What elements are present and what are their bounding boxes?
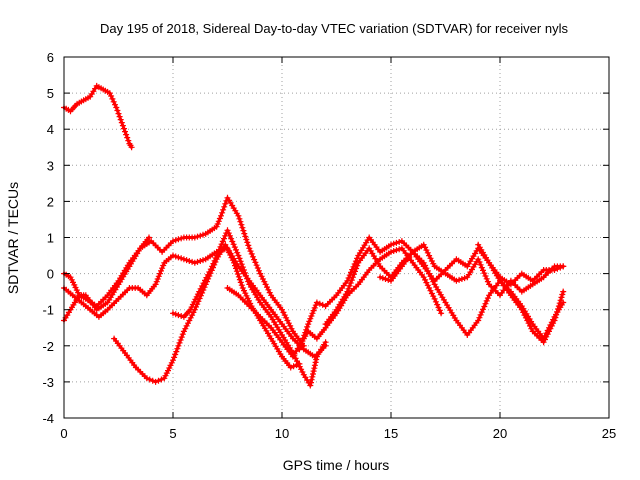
y-axis-label: SDTVAR / TECUs: [5, 182, 21, 294]
series-line: [112, 243, 301, 384]
series-arc-11: [475, 241, 567, 346]
y-tick-label: -1: [42, 303, 54, 318]
plus-markers: [322, 241, 567, 328]
chart-title: Day 195 of 2018, Sidereal Day-to-day VTE…: [100, 21, 568, 36]
x-tick-label: 0: [60, 426, 67, 441]
x-tick-label: 10: [275, 426, 289, 441]
plus-markers: [170, 227, 329, 389]
data-points: [61, 82, 567, 389]
x-tick-label: 15: [384, 426, 398, 441]
series-arc-10: [377, 248, 567, 342]
axis-ticks: 0 5 10 15 20 25 -4 -3 -2 -1 0 1 2 3 4 5 6: [42, 50, 616, 441]
y-tick-label: 2: [47, 194, 54, 209]
y-tick-label: 6: [47, 50, 54, 65]
y-tick-label: -4: [42, 411, 54, 426]
plus-markers: [377, 248, 567, 342]
y-tick-label: 4: [47, 122, 54, 137]
y-tick-label: -2: [42, 339, 54, 354]
y-tick-label: 5: [47, 86, 54, 101]
y-tick-label: -3: [42, 375, 54, 390]
x-tick-label: 5: [169, 426, 176, 441]
series-arc-1: [61, 82, 135, 151]
x-axis-label: GPS time / hours: [283, 457, 390, 473]
y-tick-label: 3: [47, 158, 54, 173]
plus-markers: [475, 241, 567, 346]
x-tick-label: 25: [602, 426, 616, 441]
grid: [64, 57, 609, 418]
x-tick-label: 20: [493, 426, 507, 441]
series-arc-9: [322, 241, 567, 328]
series-arc-6: [170, 227, 329, 389]
y-tick-label: 1: [47, 231, 54, 246]
y-tick-label: 0: [47, 267, 54, 282]
